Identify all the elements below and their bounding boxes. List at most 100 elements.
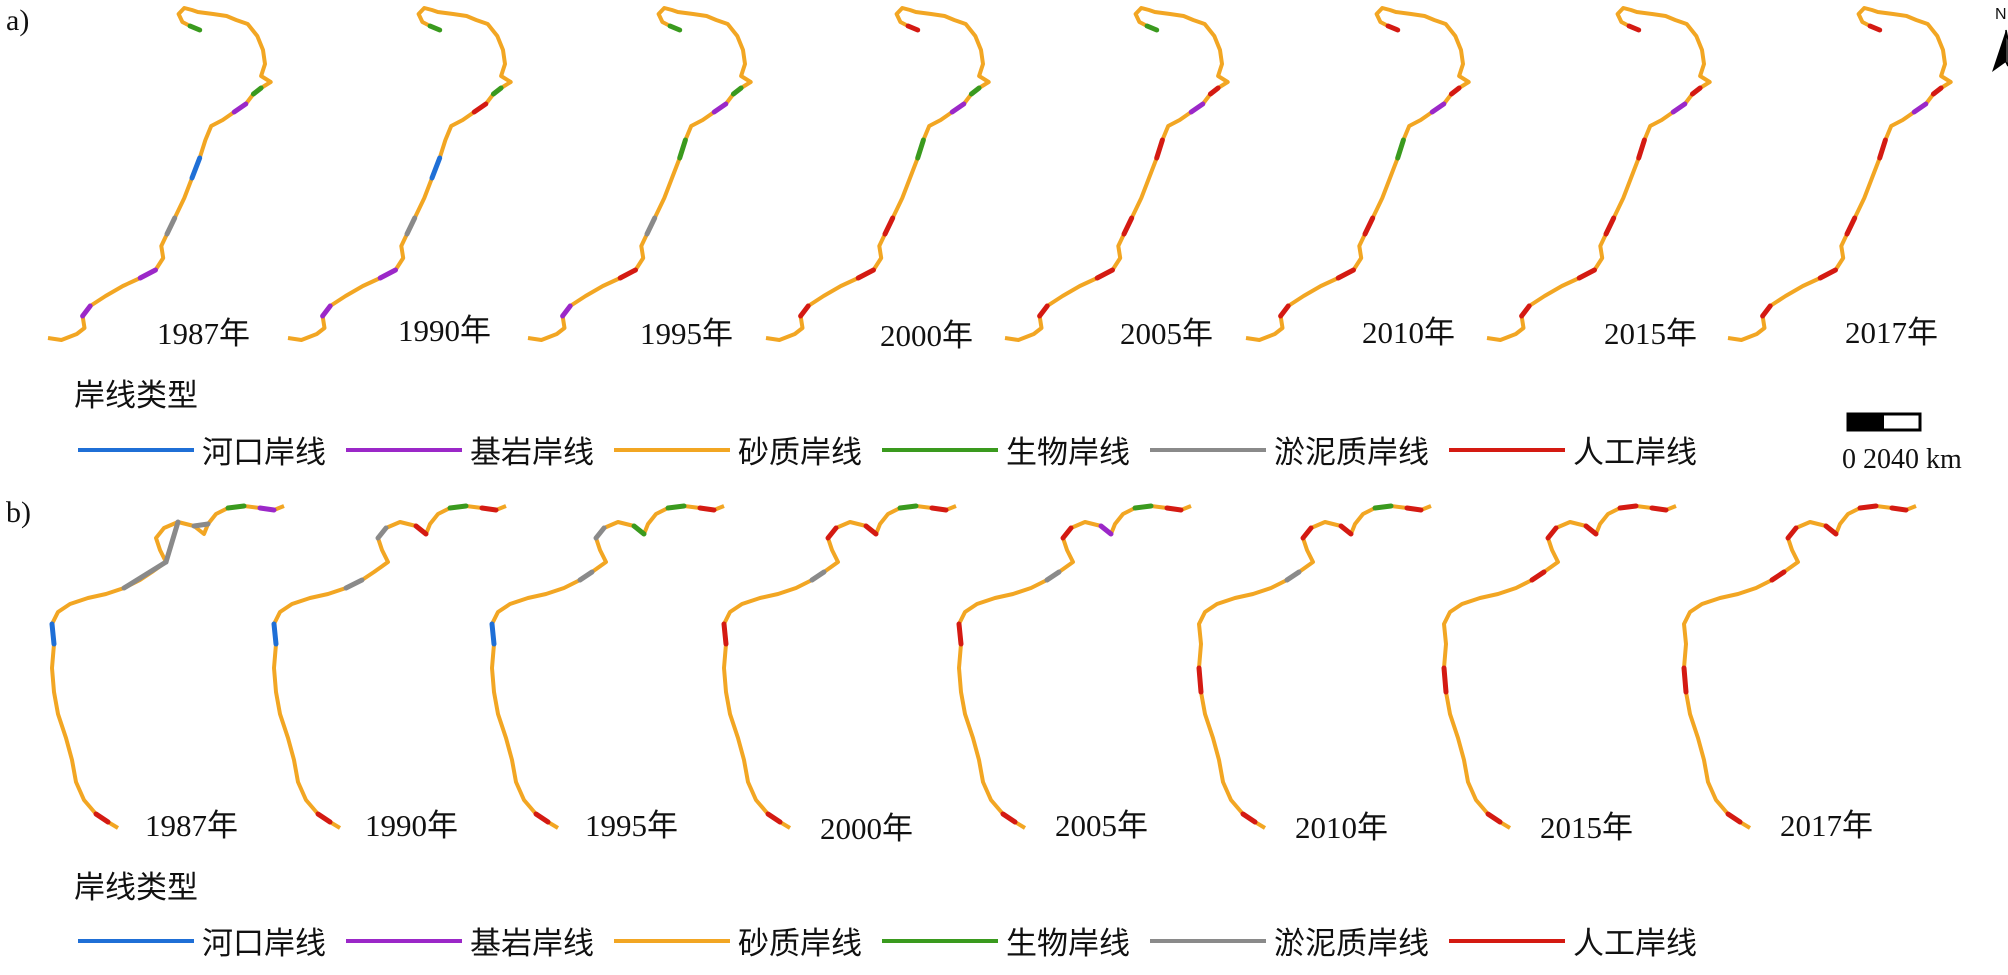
coastline-segment [1448, 85, 1462, 97]
north-arrow-icon [1992, 29, 2008, 72]
coastline-segment [1769, 569, 1787, 583]
legend-swatch [1449, 938, 1565, 943]
legend-label: 生物岸线 [1006, 926, 1130, 962]
coastline-segment [189, 155, 203, 181]
coastline-segment [631, 523, 647, 537]
legend-swatch [614, 938, 730, 943]
year-label-b-5: 2005年 [1055, 808, 1148, 843]
coastline-segment [1188, 101, 1206, 115]
coastline-segment [1576, 267, 1597, 281]
legend-swatch [1449, 447, 1565, 452]
legend-label: 河口岸线 [202, 435, 326, 471]
coastline-segment [489, 621, 497, 647]
legend-item-biological: 生物岸线 [882, 427, 1130, 472]
sandy-coastline [957, 504, 1192, 830]
coastline-segment [231, 101, 249, 115]
legend-a: 河口岸线 基岩岸线 砂质岸线 生物岸线 淤泥质岸线 人工岸线 [78, 427, 1717, 472]
legend-item-muddy: 淤泥质岸线 [1150, 918, 1429, 963]
sandy-coastline [287, 6, 513, 342]
coastline-segment [1844, 215, 1858, 237]
coastline-segment [137, 267, 158, 281]
coastline-segment [1636, 137, 1647, 161]
coastline-map-b-5 [956, 503, 1192, 830]
legend-label: 基岩岸线 [470, 435, 594, 471]
panel-label-b: b) [6, 496, 31, 529]
coastline-segment [929, 505, 949, 513]
sandy-coastline [1004, 6, 1230, 342]
coastline-segment [187, 23, 203, 33]
coastline-segment [1372, 503, 1394, 511]
coastline-segment [1284, 569, 1302, 583]
year-label-b-8: 2017年 [1780, 808, 1873, 843]
coastline-segment [1603, 215, 1617, 237]
legend-label: 人工岸线 [1573, 926, 1697, 962]
scale-bar-label: 0 2040 km [1842, 444, 1962, 475]
coastline-segment [429, 155, 443, 181]
coastline-segment [968, 85, 982, 97]
legend-swatch [78, 938, 194, 943]
coastline-segment [375, 525, 389, 541]
coastline-segment [271, 621, 279, 647]
coastline-segment [1132, 503, 1154, 511]
coastline-segment [644, 215, 658, 237]
coastline-segment [533, 811, 551, 825]
coastline-segment [1037, 303, 1050, 319]
coastline-segment [1429, 101, 1447, 115]
year-label-b-2: 1990年 [365, 808, 458, 843]
coastline-segment [721, 621, 729, 647]
coastline-segment [711, 101, 729, 115]
year-label-a-7: 2015年 [1604, 316, 1697, 351]
sandy-coastline [1486, 6, 1712, 342]
coastline-segment [882, 215, 896, 237]
coastline-segment [905, 23, 921, 33]
year-label-b-3: 1995年 [585, 808, 678, 843]
coastline-segment [577, 569, 595, 583]
coastline-segment [49, 621, 57, 647]
coastline-map-a-7 [1486, 6, 1712, 342]
coastline-segment [471, 101, 489, 115]
coastline-segment [1094, 267, 1115, 281]
year-label-b-1: 1987年 [145, 808, 238, 843]
legend-label: 生物岸线 [1006, 435, 1130, 471]
year-label-a-8: 2017年 [1845, 315, 1938, 350]
coastline-segment [1911, 101, 1929, 115]
coastline-segment [1649, 505, 1669, 513]
coastline-segment [1889, 505, 1909, 513]
coastline-segment [1441, 665, 1449, 695]
legend-swatch [614, 447, 730, 452]
coastline-map-a-5 [1004, 6, 1230, 342]
coastline-segment [1725, 811, 1743, 825]
coastline-map-b-1 [49, 503, 285, 830]
legend-b: 河口岸线 基岩岸线 砂质岸线 生物岸线 淤泥质岸线 人工岸线 [78, 918, 1717, 963]
year-label-a-4: 2000年 [880, 318, 973, 353]
coastline-segment [915, 137, 926, 161]
coastline-segment [479, 505, 499, 513]
coastline-segment [1060, 525, 1074, 541]
coastline-segment [1857, 503, 1879, 511]
year-label-b-4: 2000年 [820, 811, 913, 846]
coastline-map-b-2 [271, 503, 507, 830]
coastline-map-a-4 [765, 6, 991, 342]
coastline-segment [1240, 811, 1258, 825]
coastline-segment [1689, 85, 1703, 97]
coastline-segment [1583, 523, 1599, 537]
coastline-segment [1404, 505, 1424, 513]
coastline-map-b-6 [1196, 503, 1432, 830]
coastline-segment [665, 503, 687, 511]
coastline-segment [1817, 267, 1838, 281]
coastline-segment [949, 101, 967, 115]
coastline-segment [1385, 23, 1401, 33]
sandy-coastline [47, 6, 273, 342]
coastline-segment [1154, 137, 1165, 161]
coastline-segment [490, 85, 504, 97]
coastline-segment [1877, 137, 1888, 161]
year-label-a-2: 1990年 [398, 313, 491, 348]
coastline-segment [1545, 525, 1559, 541]
coastline-map-a-8 [1727, 6, 1953, 342]
legend-item-sandy: 砂质岸线 [614, 918, 862, 963]
coastline-segment [1362, 215, 1376, 237]
coastline-segment [1335, 267, 1356, 281]
sandy-coastline [1682, 504, 1917, 830]
legend-item-artificial: 人工岸线 [1449, 918, 1697, 963]
panel-label-a: a) [6, 4, 30, 37]
